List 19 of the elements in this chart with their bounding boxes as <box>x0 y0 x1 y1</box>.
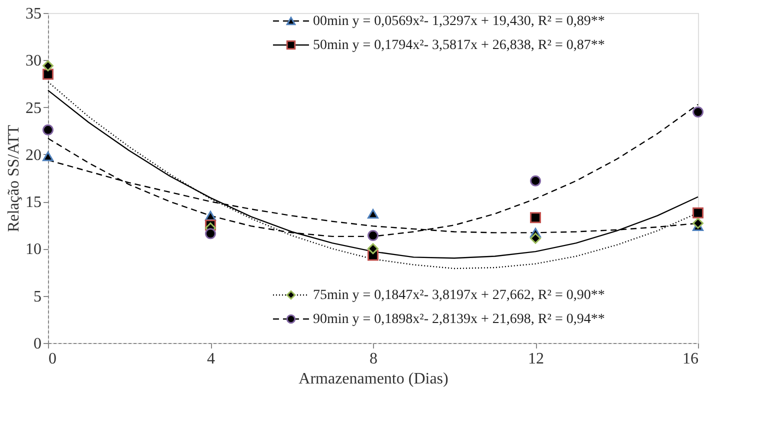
x-tick-label: 16 <box>682 350 698 368</box>
y-tick-label: 30 <box>26 52 42 70</box>
x-tick-label: 0 <box>48 350 56 368</box>
legend-label: 50min y = 0,1794x²- 3,5817x + 26,838, R² = 0,87** <box>313 38 605 53</box>
x-tick-label: 8 <box>370 350 378 368</box>
y-tick-label: 15 <box>26 194 42 212</box>
x-tick-label: 4 <box>207 350 215 368</box>
legend-label: 75min y = 0,1847x²- 3,8197x + 27,662, R² = 0,90** <box>313 288 605 303</box>
legend-label: 00min y = 0,0569x²- 1,3297x + 19,430, R² = 0,89** <box>313 14 605 29</box>
y-tick-label: 0 <box>34 336 42 352</box>
x-axis-title: Armazenamento (Dias) <box>298 370 448 388</box>
y-tick-label: 5 <box>34 288 42 306</box>
legend-label: 90min y = 0,1898x²- 2,8139x + 21,698, R² = 0,94** <box>313 312 605 327</box>
x-tick-label: 12 <box>528 350 544 368</box>
y-tick-label: 35 <box>26 6 42 22</box>
y-axis-title: Relação SS/ATT <box>6 124 22 232</box>
y-tick-label: 10 <box>26 241 42 258</box>
y-tick-label: 20 <box>26 146 42 164</box>
y-tick-label: 25 <box>26 100 42 117</box>
